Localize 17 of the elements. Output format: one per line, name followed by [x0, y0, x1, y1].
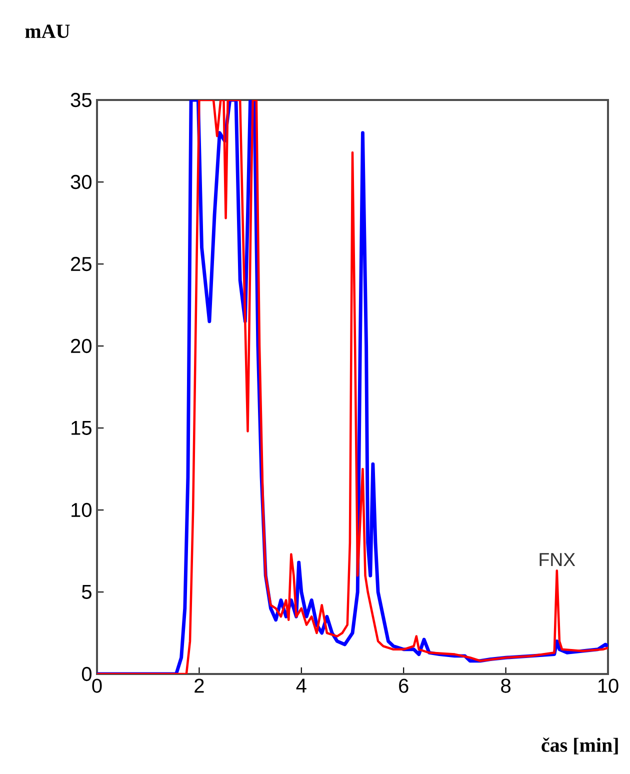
- annotation: FNX: [540, 553, 576, 566]
- y-tick-label: 25: [71, 256, 92, 272]
- y-tick-label: 30: [70, 174, 92, 190]
- x-tick-label: 6: [399, 678, 408, 693]
- y-tick-label: 20: [71, 338, 92, 354]
- y-tick-label: 0: [82, 666, 92, 682]
- y-tick-label: 35: [70, 92, 92, 108]
- y-tick-label: 15: [72, 421, 92, 435]
- y-tick-label: 10: [72, 502, 92, 518]
- x-tick-label: 4: [296, 678, 306, 692]
- x-tick-label: 8: [501, 678, 510, 693]
- x-tick-label: 10: [598, 678, 618, 693]
- y-axis-title: mAU: [25, 24, 70, 38]
- y-tick-label: 5: [82, 585, 92, 599]
- x-tick-label: 0: [92, 678, 102, 693]
- x-axis-title: čas [min]: [542, 738, 618, 754]
- x-tick-label: 2: [194, 678, 204, 693]
